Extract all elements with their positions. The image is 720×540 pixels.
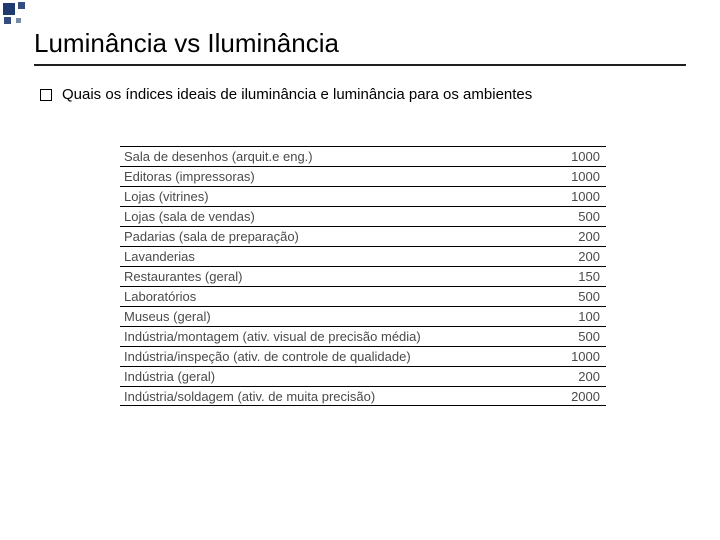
- table-row: Sala de desenhos (arquit.e eng.)1000: [120, 146, 606, 166]
- table-row: Museus (geral)100: [120, 306, 606, 326]
- illuminance-table: Sala de desenhos (arquit.e eng.)1000Edit…: [120, 146, 606, 406]
- row-value: 500: [550, 209, 606, 224]
- row-value: 100: [550, 309, 606, 324]
- corner-decoration: [0, 0, 60, 30]
- row-value: 500: [550, 289, 606, 304]
- table-row: Lojas (vitrines)1000: [120, 186, 606, 206]
- row-label: Lojas (sala de vendas): [120, 209, 550, 224]
- row-value: 500: [550, 329, 606, 344]
- title-underline: [34, 64, 686, 66]
- table-row: Indústria/soldagem (ativ. de muita preci…: [120, 386, 606, 406]
- row-value: 150: [550, 269, 606, 284]
- row-label: Indústria (geral): [120, 369, 550, 384]
- row-value: 1000: [550, 349, 606, 364]
- row-value: 200: [550, 249, 606, 264]
- page-title: Luminância vs Iluminância: [34, 28, 339, 59]
- row-value: 200: [550, 229, 606, 244]
- table-row: Indústria/montagem (ativ. visual de prec…: [120, 326, 606, 346]
- row-label: Indústria/montagem (ativ. visual de prec…: [120, 329, 550, 344]
- row-label: Sala de desenhos (arquit.e eng.): [120, 149, 550, 164]
- row-value: 1000: [550, 169, 606, 184]
- row-label: Restaurantes (geral): [120, 269, 550, 284]
- row-label: Laboratórios: [120, 289, 550, 304]
- row-label: Lavanderias: [120, 249, 550, 264]
- checkbox-icon: [40, 89, 52, 101]
- table-row: Laboratórios500: [120, 286, 606, 306]
- table-row: Padarias (sala de preparação)200: [120, 226, 606, 246]
- row-label: Padarias (sala de preparação): [120, 229, 550, 244]
- table-row: Editoras (impressoras)1000: [120, 166, 606, 186]
- row-label: Lojas (vitrines): [120, 189, 550, 204]
- table-row: Indústria (geral)200: [120, 366, 606, 386]
- row-label: Indústria/inspeção (ativ. de controle de…: [120, 349, 550, 364]
- row-value: 200: [550, 369, 606, 384]
- bullet-text: Quais os índices ideais de iluminância e…: [62, 86, 532, 103]
- table-row: Lojas (sala de vendas)500: [120, 206, 606, 226]
- row-label: Indústria/soldagem (ativ. de muita preci…: [120, 389, 550, 404]
- bullet-item: Quais os índices ideais de iluminância e…: [40, 86, 532, 103]
- row-value: 1000: [550, 149, 606, 164]
- table-row: Indústria/inspeção (ativ. de controle de…: [120, 346, 606, 366]
- row-label: Museus (geral): [120, 309, 550, 324]
- row-value: 2000: [550, 389, 606, 404]
- table-row: Restaurantes (geral)150: [120, 266, 606, 286]
- row-value: 1000: [550, 189, 606, 204]
- table-row: Lavanderias200: [120, 246, 606, 266]
- row-label: Editoras (impressoras): [120, 169, 550, 184]
